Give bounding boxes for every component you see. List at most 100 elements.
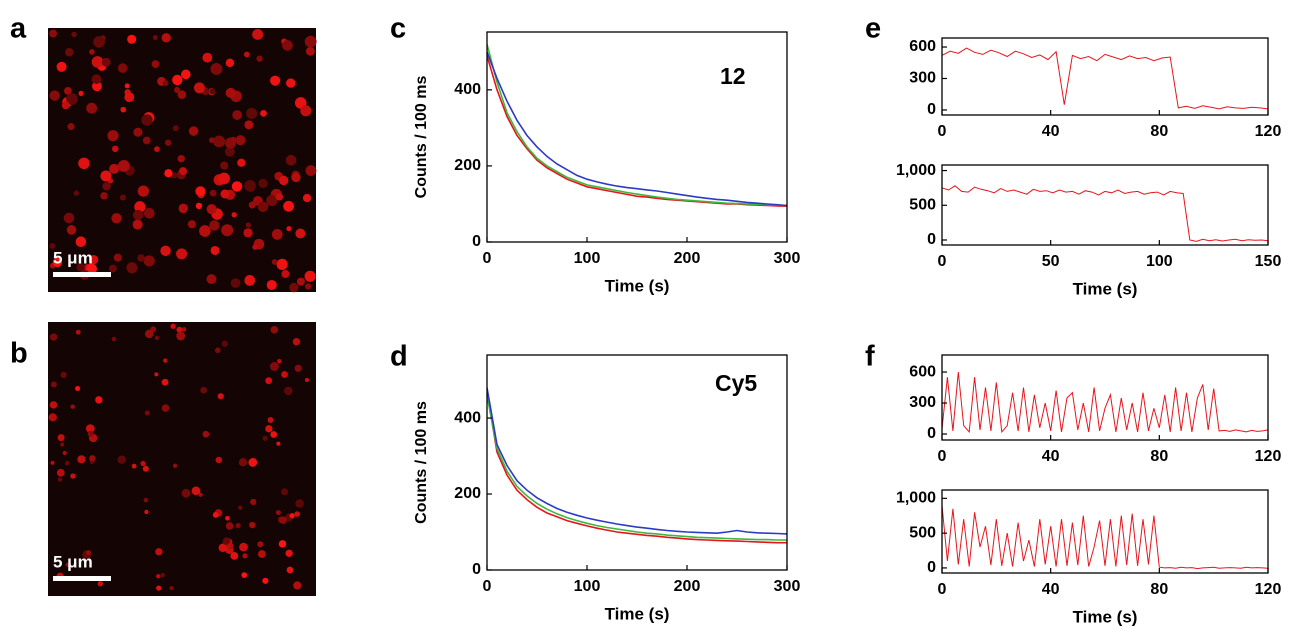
spot xyxy=(57,434,65,442)
spot xyxy=(134,201,146,213)
spot xyxy=(164,169,173,178)
spot xyxy=(113,253,122,262)
spot xyxy=(179,167,188,176)
spot xyxy=(75,329,81,335)
spot xyxy=(206,274,217,285)
spot xyxy=(238,505,243,510)
trace xyxy=(942,505,1268,570)
spot xyxy=(230,136,237,143)
y-tick-label: 0 xyxy=(927,559,936,576)
spot xyxy=(66,225,77,235)
spot xyxy=(291,172,301,183)
y-tick-label: 500 xyxy=(909,524,936,541)
spot xyxy=(257,541,264,548)
spot xyxy=(124,83,130,89)
spot xyxy=(210,245,220,256)
spot xyxy=(206,204,217,215)
spot xyxy=(86,102,98,114)
spot xyxy=(95,396,103,404)
spot xyxy=(243,51,250,58)
spot xyxy=(292,338,301,346)
x-tick-label: 0 xyxy=(938,123,947,140)
spot xyxy=(92,81,102,92)
spot xyxy=(266,279,277,291)
panel-label: b xyxy=(10,338,28,370)
spot xyxy=(265,425,273,433)
spot xyxy=(163,358,168,363)
spot xyxy=(117,63,128,73)
spot xyxy=(144,410,150,416)
spot xyxy=(124,92,135,103)
y-tick-label: 0 xyxy=(927,231,936,248)
spot xyxy=(218,172,230,185)
spot xyxy=(188,126,199,136)
spot xyxy=(64,87,72,95)
spot xyxy=(178,203,189,214)
y-tick-label: 300 xyxy=(909,70,936,87)
x-tick-label: 40 xyxy=(1042,448,1060,465)
x-tick-label: 80 xyxy=(1150,448,1168,465)
y-tick-label: 500 xyxy=(909,196,936,213)
x-tick-label: 300 xyxy=(774,578,801,595)
spot xyxy=(270,75,281,86)
spot xyxy=(172,463,178,468)
spot xyxy=(300,105,312,117)
spot xyxy=(117,160,130,172)
spot xyxy=(161,404,170,412)
x-tick-label: 120 xyxy=(1255,123,1282,140)
plot-frame xyxy=(941,489,1269,574)
x-tick-label: 200 xyxy=(674,250,701,267)
spot xyxy=(109,163,120,174)
spot xyxy=(209,189,217,197)
spot xyxy=(107,130,119,142)
spot xyxy=(270,431,278,438)
panel-label: f xyxy=(865,341,875,373)
spot xyxy=(86,263,97,275)
spot xyxy=(154,335,160,341)
spot xyxy=(305,46,315,56)
spot xyxy=(117,455,126,464)
spot xyxy=(232,110,243,120)
spot xyxy=(230,552,239,560)
spot xyxy=(302,193,312,203)
spot xyxy=(181,488,191,498)
spot xyxy=(237,158,246,167)
spot xyxy=(220,161,229,170)
spot xyxy=(49,401,58,409)
spot xyxy=(262,577,269,584)
spot xyxy=(133,209,144,221)
spot xyxy=(210,62,223,75)
spot xyxy=(225,522,234,530)
x-tick-label: 0 xyxy=(938,581,947,598)
spot xyxy=(86,550,92,556)
spot xyxy=(267,417,274,423)
spot xyxy=(248,201,256,209)
spot xyxy=(137,254,145,262)
y-tick-label: 0 xyxy=(472,233,481,250)
spot xyxy=(269,362,279,371)
spot xyxy=(244,275,256,286)
spot xyxy=(235,135,246,146)
y-tick-label: 400 xyxy=(454,409,481,426)
spot xyxy=(231,181,243,192)
spot xyxy=(257,201,269,213)
trace xyxy=(942,185,1268,242)
spot xyxy=(225,515,230,521)
spot xyxy=(198,492,203,497)
spot xyxy=(278,175,289,186)
spot xyxy=(187,220,197,229)
spot xyxy=(181,69,191,80)
x-tick-label: 50 xyxy=(1042,253,1060,270)
spot xyxy=(126,262,138,274)
y-tick-label: 0 xyxy=(927,425,936,442)
trace xyxy=(487,51,787,207)
spot xyxy=(177,90,187,99)
spot xyxy=(91,74,102,85)
spot xyxy=(262,435,268,441)
spot xyxy=(102,181,111,191)
scale-label: 5 μm xyxy=(53,552,93,571)
y-tick-label: 200 xyxy=(454,485,481,502)
spot xyxy=(221,340,228,347)
spot xyxy=(162,80,169,87)
x-axis-label: Time (s) xyxy=(1073,279,1138,298)
